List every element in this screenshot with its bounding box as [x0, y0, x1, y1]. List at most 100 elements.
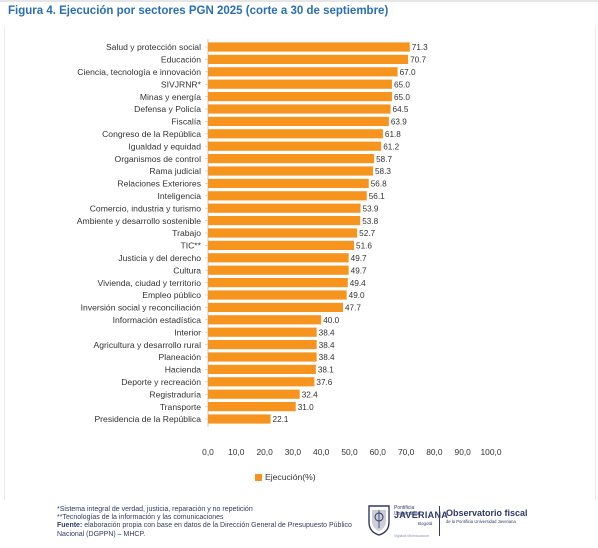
- observatory-name: Observatorio fiscal: [446, 508, 528, 518]
- bar: [208, 352, 317, 362]
- category-label: Salud y protección social: [106, 42, 201, 52]
- category-label: Justicia y del derecho: [118, 253, 201, 263]
- category-label: Presidencia de la República: [94, 414, 201, 424]
- data-label: 32.4: [302, 390, 318, 399]
- top-frame-line: [0, 0, 598, 2]
- source-note: Fuente: elaboración propia con base en d…: [57, 522, 367, 538]
- observatory-subtitle: de la Pontificia Universidad Javeriana: [446, 519, 516, 524]
- bar: [208, 42, 410, 52]
- data-label: 51.6: [356, 242, 372, 251]
- logo-bottom-line: Vigilada Mineducación: [394, 534, 429, 538]
- bar: [208, 414, 271, 424]
- footnote-tic: **Tecnologías de la información y las co…: [57, 514, 224, 522]
- x-tick-label: 0,0: [202, 447, 214, 457]
- category-label: Comercio, industria y turismo: [90, 203, 201, 213]
- bar: [208, 278, 348, 288]
- bar: [208, 402, 296, 412]
- bar: [208, 178, 369, 188]
- data-label: 49.4: [350, 279, 366, 288]
- data-label: 37.6: [316, 378, 332, 387]
- bar: [208, 228, 358, 238]
- logo-separator: [439, 506, 440, 536]
- bar: [208, 116, 389, 126]
- university-small-label: Pontificia Universidad: [394, 505, 421, 517]
- category-label: Inversión social y reconciliación: [81, 303, 202, 313]
- category-label: Fiscalía: [171, 117, 201, 127]
- data-label: 58.3: [375, 167, 391, 176]
- category-label: Rama judicial: [149, 166, 201, 176]
- bar: [208, 92, 392, 102]
- data-label: 49.7: [351, 266, 367, 275]
- legend-swatch: [255, 474, 262, 481]
- legend-label: Ejecución(%): [265, 472, 316, 482]
- x-tick-label: 90,0: [455, 447, 472, 457]
- bar: [208, 67, 398, 77]
- bar: [208, 79, 392, 89]
- bar: [208, 340, 317, 350]
- bar: [208, 240, 355, 250]
- category-label: Información estadística: [113, 315, 202, 325]
- data-label: 61.2: [383, 142, 399, 151]
- figure-title: Figura 4. Ejecución por sectores PGN 202…: [8, 5, 389, 17]
- category-label: Minas y energía: [140, 92, 201, 102]
- data-label: 40.0: [323, 316, 339, 325]
- x-tick-label: 20,0: [256, 447, 273, 457]
- data-label: 67.0: [400, 68, 416, 77]
- category-label: Defensa y Policía: [134, 104, 201, 114]
- data-label: 53.8: [362, 217, 378, 226]
- x-tick-label: 50,0: [341, 447, 358, 457]
- institution-logos: Pontificia Universidad JAVERIANA Bogotá …: [366, 500, 594, 542]
- bar: [208, 216, 361, 226]
- bar: [208, 54, 409, 64]
- data-label: 65.0: [394, 80, 410, 89]
- category-label: SIVJRNR*: [161, 79, 202, 89]
- javeriana-seal-icon: [368, 505, 390, 536]
- bar: [208, 265, 349, 275]
- data-label: 61.8: [385, 130, 401, 139]
- x-tick-label: 100,0: [481, 447, 502, 457]
- category-label: TIC**: [180, 241, 201, 251]
- bar: [208, 104, 391, 114]
- bar: [208, 389, 300, 399]
- category-label: Vivienda, ciudad y territorio: [98, 278, 202, 288]
- data-label: 71.3: [412, 43, 428, 52]
- data-label: 53.9: [363, 204, 379, 213]
- bar: [208, 141, 382, 151]
- x-tick-label: 40,0: [313, 447, 330, 457]
- data-label: 65.0: [394, 93, 410, 102]
- category-label: Empleo público: [142, 290, 201, 300]
- bar: [208, 327, 317, 337]
- bar: [208, 129, 383, 139]
- category-label: Hacienda: [165, 365, 202, 375]
- x-tick-label: 80,0: [426, 447, 443, 457]
- category-label: Inteligencia: [158, 191, 202, 201]
- category-label: Relaciones Exteriores: [117, 179, 201, 189]
- data-label: 64.5: [393, 105, 409, 114]
- data-label: 38.1: [318, 366, 334, 375]
- data-label: 38.4: [319, 328, 335, 337]
- data-label: 58.7: [376, 155, 392, 164]
- bar: [208, 377, 315, 387]
- data-label: 52.7: [359, 229, 375, 238]
- bar: [208, 253, 349, 263]
- bar: [208, 364, 316, 374]
- data-label: 49.7: [351, 254, 367, 263]
- bar: [208, 290, 347, 300]
- category-label: Cultura: [173, 265, 201, 275]
- data-label: 38.4: [319, 353, 335, 362]
- data-label: 63.9: [391, 118, 407, 127]
- footnote-sivjrnr: *Sistema integral de verdad, justicia, r…: [57, 506, 253, 513]
- bar: [208, 315, 322, 325]
- university-city: Bogotá: [418, 521, 433, 526]
- footnotes: *Sistema integral de verdad, justicia, r…: [57, 506, 367, 539]
- bar: [208, 191, 367, 201]
- category-label: Planeación: [158, 352, 201, 362]
- bar: [208, 203, 361, 213]
- category-label: Educación: [161, 55, 201, 65]
- x-tick-label: 30,0: [285, 447, 302, 457]
- category-label: Agricultura y desarrollo rural: [94, 340, 202, 350]
- source-text: elaboración propia con base en datos de …: [57, 522, 352, 538]
- data-label: 47.7: [345, 304, 361, 313]
- x-tick-label: 60,0: [370, 447, 387, 457]
- data-label: 22.1: [273, 415, 289, 424]
